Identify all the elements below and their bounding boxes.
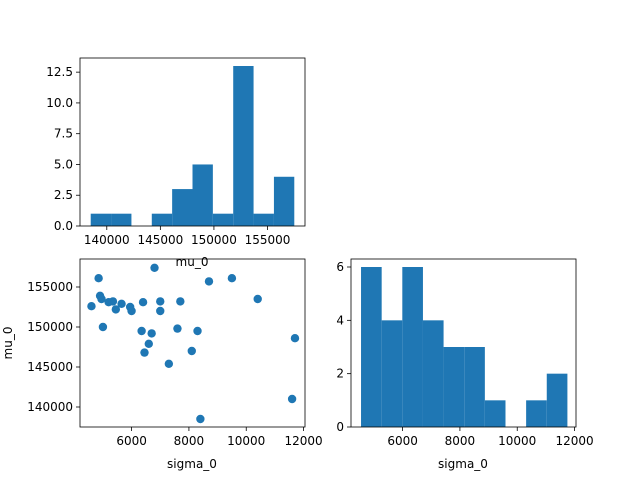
sigma0-histogram-bars xyxy=(361,267,568,427)
scatter-point-12 xyxy=(138,298,148,307)
hist_sigma0-ytick-label-0: 0 xyxy=(336,420,344,434)
hist_sigma0-bar-0 xyxy=(361,267,382,427)
scatter-point-21 xyxy=(176,297,185,306)
hist_sigma0-bar-2 xyxy=(402,267,423,427)
scatter-ytick-label-2: 150000 xyxy=(27,320,73,334)
hist_sigma0-xtick-label-1: 8000 xyxy=(445,434,476,448)
hist_mu0-bar-5 xyxy=(192,164,213,226)
mu0-histogram-bars xyxy=(90,66,295,226)
mu0-histogram-y-ticks: 0.0 2.5 5.0 7.5 10.0 12.5 xyxy=(46,65,80,233)
hist_sigma0-bar-3 xyxy=(422,320,444,427)
scatter-ylabel: mu_0 xyxy=(1,327,15,360)
sigma0-histogram-panel: 6000 8000 10000 12000 0 2 4 6 sigma_0 xyxy=(336,258,594,471)
scatter-xlabel: sigma_0 xyxy=(167,457,217,471)
mu0-histogram-xlabel: mu_0 xyxy=(176,255,209,269)
scatter-point-7 xyxy=(111,305,121,314)
scatter-point-15 xyxy=(147,329,156,338)
hist_mu0-ytick-label-2: 5.0 xyxy=(54,157,73,171)
scatter-xtick-label-1: 8000 xyxy=(174,434,205,448)
hist_mu0-bar-3 xyxy=(151,213,173,226)
hist_sigma0-bar-4 xyxy=(443,347,465,427)
hist_mu0-ytick-label-4: 10.0 xyxy=(46,96,73,110)
hist_mu0-bar-7 xyxy=(233,66,254,226)
hist_mu0-bar-9 xyxy=(273,176,295,226)
scatter-point-23 xyxy=(193,326,202,336)
mu0-histogram-frame xyxy=(79,57,306,227)
scatter-frame xyxy=(79,258,306,428)
scatter-points xyxy=(87,263,300,424)
scatter-point-10 xyxy=(127,306,136,316)
sigma0-histogram-frame xyxy=(350,258,577,428)
scatter-point-14 xyxy=(144,339,153,348)
mu0-histogram-x-ticks: 140000 145000 150000 155000 xyxy=(84,226,291,247)
scatter-panel: 6000 8000 10000 12000 140000 145000 150000 155… xyxy=(1,258,323,471)
hist_mu0-bar-0 xyxy=(90,213,112,226)
scatter-y-ticks: 140000 145000 150000 155000 xyxy=(27,280,80,414)
hist_mu0-ytick-label-5: 12.5 xyxy=(46,65,73,79)
sigma0-histogram-y-ticks: 0 2 4 6 xyxy=(336,260,351,434)
hist_mu0-xtick-label-0: 140000 xyxy=(84,233,130,247)
hist_mu0-xtick-label-1: 145000 xyxy=(137,233,183,247)
scatter-point-17 xyxy=(156,297,165,306)
scatter-point-3 xyxy=(97,294,106,304)
hist_mu0-ytick-label-3: 7.5 xyxy=(54,127,73,141)
hist_mu0-bar-8 xyxy=(253,213,274,226)
scatter-ytick-label-0: 140000 xyxy=(27,400,73,414)
scatter-point-4 xyxy=(98,322,108,332)
scatter-point-29 xyxy=(290,334,300,343)
hist_sigma0-xtick-label-3: 12000 xyxy=(555,434,593,448)
scatter-point-19 xyxy=(164,359,174,368)
scatter-point-13 xyxy=(140,348,149,357)
scatter-xtick-label-2: 10000 xyxy=(227,434,265,448)
scatter-xtick-label-0: 6000 xyxy=(116,434,147,448)
hist_sigma0-bar-5 xyxy=(464,347,485,427)
scatter-point-24 xyxy=(196,414,205,424)
hist_sigma0-ytick-label-3: 6 xyxy=(336,260,344,274)
hist_sigma0-bar-9 xyxy=(546,373,568,427)
scatter-point-22 xyxy=(187,346,196,356)
hist_mu0-bar-6 xyxy=(212,213,234,226)
scatter-point-26 xyxy=(227,274,237,283)
scatter-point-0 xyxy=(87,302,96,311)
hist_mu0-bar-4 xyxy=(172,189,193,226)
scatter-point-16 xyxy=(150,263,159,272)
hist_sigma0-bar-1 xyxy=(381,320,403,427)
hist_mu0-xtick-label-2: 150000 xyxy=(191,233,237,247)
hist_sigma0-ytick-label-2: 4 xyxy=(336,313,344,327)
scatter-ytick-label-1: 145000 xyxy=(27,360,73,374)
scatter-point-6 xyxy=(108,297,118,306)
hist_sigma0-xtick-label-2: 10000 xyxy=(498,434,536,448)
hist_mu0-bar-1 xyxy=(111,213,132,226)
sigma0-histogram-xlabel: sigma_0 xyxy=(438,457,488,471)
scatter-ytick-label-3: 155000 xyxy=(27,280,73,294)
hist_sigma0-bar-6 xyxy=(484,400,506,427)
hist_mu0-ytick-label-0: 0.0 xyxy=(54,219,73,233)
scatter-point-18 xyxy=(156,306,165,316)
scatter-x-ticks: 6000 8000 10000 12000 xyxy=(116,427,323,448)
scatter-point-20 xyxy=(173,324,182,333)
hist_sigma0-xtick-label-0: 6000 xyxy=(387,434,418,448)
scatter-point-27 xyxy=(253,294,262,304)
scatter-point-25 xyxy=(204,277,214,286)
scatter-point-1 xyxy=(94,274,103,283)
hist_sigma0-bar-8 xyxy=(526,400,547,427)
hist_mu0-ytick-label-1: 2.5 xyxy=(54,188,73,202)
scatter-xtick-label-3: 12000 xyxy=(284,434,322,448)
hist_sigma0-ytick-label-1: 2 xyxy=(336,367,344,381)
mu0-histogram-panel: 140000 145000 150000 155000 0.0 2.5 5.0 7.5 10.… xyxy=(46,57,306,269)
scatter-point-28 xyxy=(287,394,297,404)
sigma0-histogram-x-ticks: 6000 8000 10000 12000 xyxy=(387,427,594,448)
scatter-point-11 xyxy=(137,326,146,336)
hist_mu0-xtick-label-3: 155000 xyxy=(245,233,291,247)
scatter-point-8 xyxy=(117,299,126,308)
